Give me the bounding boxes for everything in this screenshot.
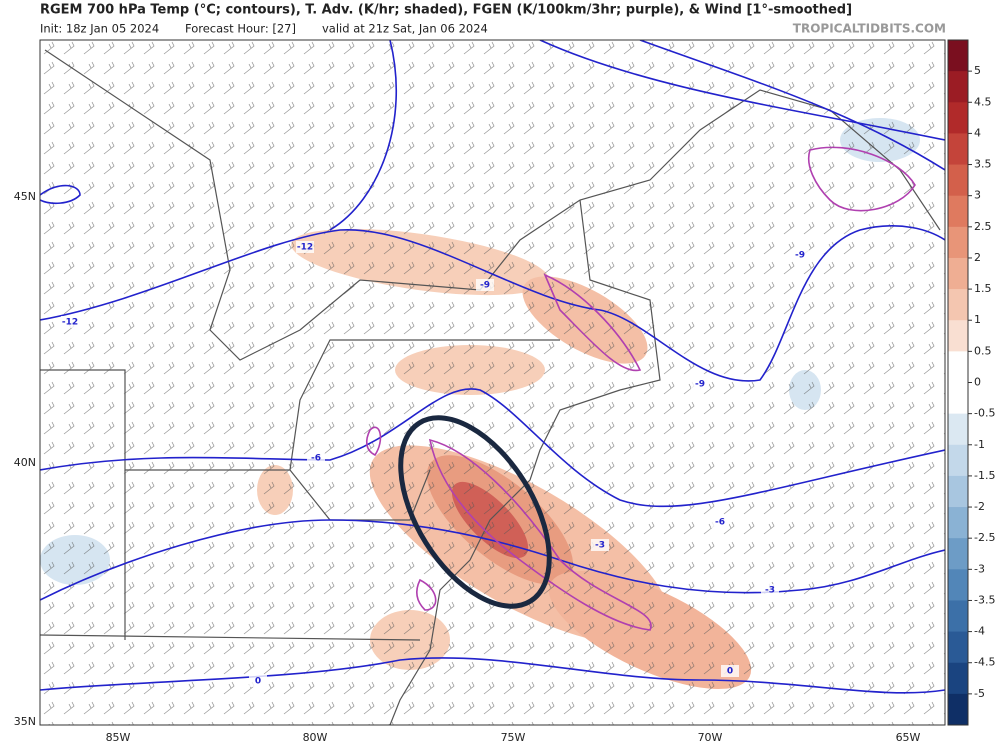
colorbar-label: 5 [974,64,981,77]
colorbar-label: 2.5 [974,220,992,233]
watermark: TROPICALTIDBITS.COM [793,22,946,36]
title: RGEM 700 hPa Temp (°C; contours), T. Adv… [40,3,852,18]
contour-label: -12 [62,318,78,328]
colorbar-swatch [948,71,968,103]
contour-label-bg [249,675,267,687]
contour-label-bg [296,241,314,253]
colorbar: 5 4.5 4 3.5 3 2.5 2 1.5 1 0.5 0 -0.5 -1 -1.5 -2 -2.5 -3 -… [947,39,995,726]
colorbar-swatch [948,444,968,477]
map-frame [39,39,946,726]
colorbar-label: -3 [974,562,985,575]
contour-label: 0 [255,677,261,687]
map [40,40,945,725]
lat-labels: 45N 40N 35N [14,190,36,728]
colorbar-swatch [948,538,968,570]
colorbar-swatch [948,351,968,383]
colorbar-swatch [948,226,968,259]
colorbar-swatch [948,320,968,352]
colorbar-label: -4 [974,625,985,638]
colorbar-label: -2.5 [974,531,995,544]
lat-label: 35N [14,715,36,728]
contour-label: -9 [795,251,805,261]
colorbar-label: -4.5 [974,656,995,669]
colorbar-swatch [948,133,968,166]
colorbar-label: 3 [974,189,981,202]
init: Init: 18z Jan 05 2024 [40,22,159,36]
contour-label: -3 [765,586,775,596]
contour-label: -9 [480,281,490,291]
lat-label: 40N [14,456,36,469]
colorbar-swatch [948,693,968,726]
colorbar-label: 2 [974,251,981,264]
colorbar-swatch [948,382,968,415]
colorbar-label: 0 [974,376,981,389]
contour-label-bg [761,584,779,596]
colorbar-swatch [948,257,968,290]
colorbar-swatch [948,40,968,72]
lat-label: 45N [14,190,36,203]
contour-label-bg [711,516,729,528]
contour-label-bg [721,665,739,677]
contour-label-bg [691,378,709,390]
lon-label: 80W [303,731,328,744]
colorbar-swatch [948,102,968,134]
lon-label: 70W [698,731,723,744]
lon-labels: 85W 80W 75W 70W 65W [106,731,921,744]
lon-label: 65W [896,731,921,744]
colorbar-swatch [948,631,968,664]
contour-label: -6 [311,454,321,464]
colorbar-label: 3.5 [974,158,992,171]
contour-label: 0 [727,667,733,677]
colorbar-label: -1.5 [974,469,995,482]
colorbar-swatch [948,413,968,446]
contour-label: -9 [695,380,705,390]
valid-time: valid at 21z Sat, Jan 06 2024 [322,22,488,36]
colorbar-swatch [948,195,968,228]
colorbar-swatch [948,662,968,695]
forecast-hour: Forecast Hour: [27] [185,22,296,36]
colorbar-label: 0.5 [974,344,992,357]
colorbar-label: 4.5 [974,95,992,108]
contour-label-bg [791,249,809,261]
colorbar-swatch [948,600,968,633]
contour-label-bg [61,316,79,328]
colorbar-label: -1 [974,438,985,451]
colorbar-label: 1 [974,313,981,326]
lon-label: 75W [501,731,526,744]
colorbar-swatch [948,164,968,197]
lon-label: 85W [106,731,131,744]
colorbar-label: -2 [974,500,985,513]
colorbar-swatch [948,289,968,321]
colorbar-swatch [948,507,968,539]
colorbar-label: 1.5 [974,282,992,295]
contour-label: -12 [297,243,313,253]
colorbar-label: 4 [974,126,981,139]
colorbar-label: -0.5 [974,407,995,420]
contour-label-bg [476,279,494,291]
colorbar-swatch [948,475,968,508]
contour-label-bg [591,539,609,551]
colorbar-label: -5 [974,687,985,700]
contour-label: -6 [715,518,725,528]
colorbar-label: -3.5 [974,593,995,606]
colorbar-swatch [948,569,968,601]
contour-label-bg [307,452,325,464]
contour-label: -3 [595,541,605,551]
